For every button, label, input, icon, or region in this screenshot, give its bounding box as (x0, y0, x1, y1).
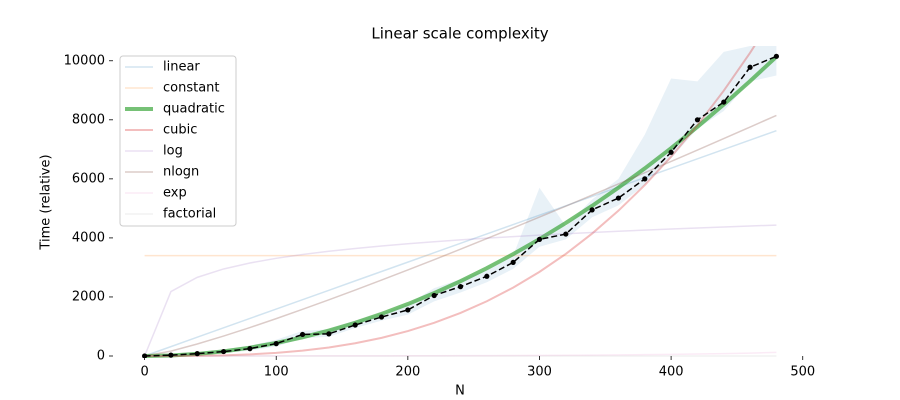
measured-point (141, 353, 148, 358)
measured-point (747, 64, 753, 70)
legend-label: exp (163, 186, 187, 201)
error-band (144, 46, 777, 356)
x-axis-label: N (455, 384, 465, 399)
measured-point (615, 195, 622, 201)
legend-label: factorial (163, 207, 216, 222)
measured-point (299, 331, 306, 338)
measured-point (694, 117, 701, 123)
y-tick-label: 0 (97, 349, 105, 364)
y-tick-label: 6000 (72, 171, 105, 186)
y-axis-label: Time (relative) (39, 154, 54, 250)
measured-point (484, 273, 490, 279)
measured-point (220, 348, 227, 355)
legend-label: constant (163, 81, 220, 96)
series-line (143, 224, 777, 357)
y-tick-label: 2000 (72, 289, 105, 304)
x-tick-label: 200 (395, 365, 420, 380)
x-tick-label: 0 (140, 365, 148, 380)
legend-label: linear (163, 60, 200, 75)
measured-point (563, 231, 569, 237)
series-line (144, 46, 756, 357)
measured-point (168, 352, 174, 358)
y-tick-label: 8000 (72, 112, 105, 127)
legend-label: log (163, 144, 183, 159)
x-tick-label: 300 (527, 365, 552, 380)
legend-label: cubic (163, 123, 197, 138)
x-tick-label: 400 (659, 365, 684, 380)
x-tick-label: 500 (790, 365, 815, 380)
series-line (144, 351, 777, 357)
measured-point (457, 284, 464, 290)
measured-point (273, 341, 279, 347)
legend-box (119, 55, 237, 227)
legend: linear constant quadratic cubic log nlogn exp f… (119, 55, 237, 227)
x-tick-label: 100 (264, 365, 289, 380)
plot-area (141, 46, 780, 358)
y-tick-label: 10000 (64, 53, 105, 68)
measured-point (247, 346, 253, 352)
measured-point (378, 314, 385, 320)
measured-point (194, 351, 200, 357)
measured-point (773, 53, 780, 59)
measured-point (405, 307, 411, 313)
legend-label: nlogn (163, 165, 199, 180)
chart-title: Linear scale complexity (371, 25, 548, 43)
measured-point (536, 236, 543, 242)
measured-point (352, 322, 358, 328)
measured-point (510, 259, 516, 266)
series-line (144, 114, 777, 357)
measured-point (431, 292, 437, 299)
measured-point (668, 149, 674, 155)
measured-point (642, 176, 648, 182)
measured-point (326, 331, 332, 337)
measured-point (589, 207, 595, 213)
y-tick-label: 4000 (72, 230, 105, 245)
series-line (144, 129, 777, 357)
legend-label: quadratic (163, 102, 225, 117)
measured-point (721, 99, 727, 105)
